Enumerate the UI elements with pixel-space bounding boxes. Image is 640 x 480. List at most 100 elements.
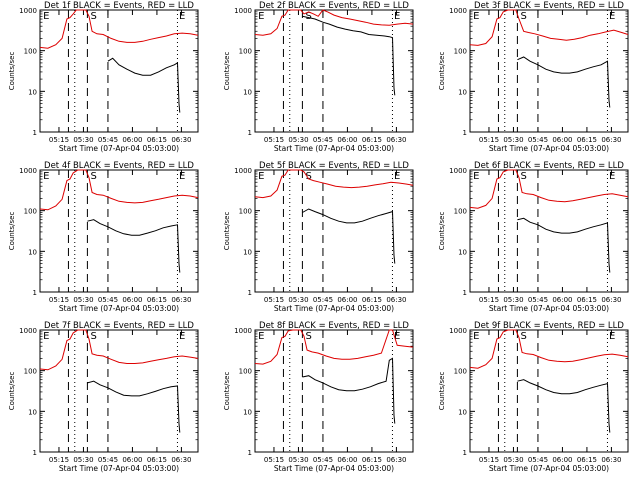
x-tick-label: 06:00 (552, 456, 572, 464)
x-axis-label: Start Time (07-Apr-04 05:03:00) (274, 144, 394, 153)
x-tick-label: 05:15 (49, 296, 69, 304)
events-series-line (302, 357, 396, 424)
x-tick-label: 05:45 (528, 296, 548, 304)
y-tick-label: 10 (28, 248, 37, 256)
lld-series-line (39, 169, 199, 211)
event-marker-e: E (473, 11, 479, 22)
lld-series-line (254, 329, 414, 365)
x-tick-label: 05:45 (313, 296, 333, 304)
y-tick-label: 1000 (19, 327, 37, 335)
x-axis-label: Start Time (07-Apr-04 05:03:00) (59, 144, 179, 153)
event-marker-s: S (521, 171, 527, 182)
event-marker-e: E (179, 331, 185, 342)
plot-frame (254, 9, 414, 133)
x-tick-label: 06:30 (386, 456, 406, 464)
x-tick-label: 05:30 (503, 136, 523, 144)
y-tick-label: 1 (463, 449, 467, 457)
y-tick-label: 1 (463, 289, 467, 297)
y-tick-label: 100 (239, 48, 252, 56)
y-tick-label: 1000 (234, 167, 252, 175)
panel-det-9: Det 9f BLACK = Events, RED = LLD 1 10 100 10… (438, 321, 629, 473)
x-tick-label: 05:30 (503, 456, 523, 464)
event-marker-e: E (179, 171, 185, 182)
event-marker-e: E (609, 171, 615, 182)
x-tick-label: 05:15 (264, 456, 284, 464)
x-axis-label: Start Time (07-Apr-04 05:03:00) (274, 464, 394, 473)
panel-title: Det 2f BLACK = Events, RED = LLD (259, 1, 409, 11)
x-tick-label: 05:30 (73, 456, 93, 464)
event-marker-e: E (258, 171, 264, 182)
x-axis-label: Start Time (07-Apr-04 05:03:00) (489, 144, 609, 153)
y-tick-label: 100 (454, 208, 467, 216)
y-tick-label: 10 (458, 408, 467, 416)
y-tick-label: 10 (458, 248, 467, 256)
x-axis-label: Start Time (07-Apr-04 05:03:00) (489, 464, 609, 473)
panel-det-3: Det 3f BLACK = Events, RED = LLD 1 10 100 10… (438, 1, 629, 153)
event-marker-e: E (609, 11, 615, 22)
y-tick-label: 1000 (19, 167, 37, 175)
y-tick-label: 1 (248, 289, 252, 297)
x-tick-label: 05:15 (49, 456, 69, 464)
lld-series-line (254, 169, 414, 199)
event-marker-e: E (43, 171, 49, 182)
x-tick-label: 05:30 (288, 296, 308, 304)
x-tick-label: 05:15 (264, 296, 284, 304)
event-marker-e: E (473, 171, 479, 182)
x-tick-label: 06:15 (147, 296, 167, 304)
x-tick-label: 05:30 (288, 136, 308, 144)
x-tick-label: 06:15 (362, 296, 382, 304)
x-tick-label: 06:30 (386, 296, 406, 304)
panel-det-4: Det 4f BLACK = Events, RED = LLD 1 10 100 10… (8, 161, 199, 313)
event-marker-s: S (306, 171, 312, 182)
panel-title: Det 4f BLACK = Events, RED = LLD (44, 161, 194, 171)
x-tick-label: 06:00 (337, 456, 357, 464)
y-axis-label: Counts/sec (438, 212, 446, 251)
y-tick-label: 10 (243, 88, 252, 96)
event-marker-s: S (306, 331, 312, 342)
x-tick-label: 05:30 (73, 296, 93, 304)
x-tick-label: 06:00 (552, 296, 572, 304)
event-marker-s: S (521, 11, 527, 22)
events-series-line (302, 208, 396, 264)
panel-title: Det 1f BLACK = Events, RED = LLD (44, 1, 194, 11)
events-series-line (87, 380, 181, 433)
y-tick-label: 10 (28, 408, 37, 416)
panel-det-8: Det 8f BLACK = Events, RED = LLD 1 10 100 10… (223, 321, 414, 473)
y-tick-label: 100 (454, 48, 467, 56)
y-tick-label: 100 (24, 48, 37, 56)
y-tick-label: 100 (24, 368, 37, 376)
x-tick-label: 06:00 (122, 296, 142, 304)
events-series-line (302, 15, 396, 96)
x-tick-label: 06:15 (362, 136, 382, 144)
event-marker-e: E (258, 331, 264, 342)
lld-series-line (469, 169, 629, 209)
x-tick-label: 06:00 (122, 456, 142, 464)
event-marker-s: S (91, 11, 97, 22)
y-tick-label: 10 (28, 88, 37, 96)
panel-det-1: Det 1f BLACK = Events, RED = LLD 1 10 100 10… (8, 1, 199, 153)
x-tick-label: 05:15 (479, 296, 499, 304)
x-tick-label: 06:00 (552, 136, 572, 144)
panel-title: Det 5f BLACK = Events, RED = LLD (259, 161, 409, 171)
y-tick-label: 1 (33, 289, 37, 297)
x-tick-label: 06:15 (577, 456, 597, 464)
panel-title: Det 8f BLACK = Events, RED = LLD (259, 321, 409, 331)
plot-frame (39, 169, 199, 293)
y-tick-label: 10 (458, 88, 467, 96)
event-marker-e: E (394, 171, 400, 182)
event-marker-e: E (394, 11, 400, 22)
lld-series-line (39, 329, 199, 371)
y-axis-label: Counts/sec (8, 52, 16, 91)
x-tick-label: 05:45 (313, 136, 333, 144)
x-axis-label: Start Time (07-Apr-04 05:03:00) (274, 304, 394, 313)
y-tick-label: 100 (239, 368, 252, 376)
y-tick-label: 1 (248, 129, 252, 137)
event-marker-e: E (43, 331, 49, 342)
x-tick-label: 06:15 (147, 136, 167, 144)
panel-title: Det 3f BLACK = Events, RED = LLD (474, 1, 624, 11)
x-tick-label: 05:30 (73, 136, 93, 144)
events-series-line (107, 57, 181, 113)
x-tick-label: 06:15 (147, 456, 167, 464)
y-tick-label: 1 (33, 449, 37, 457)
